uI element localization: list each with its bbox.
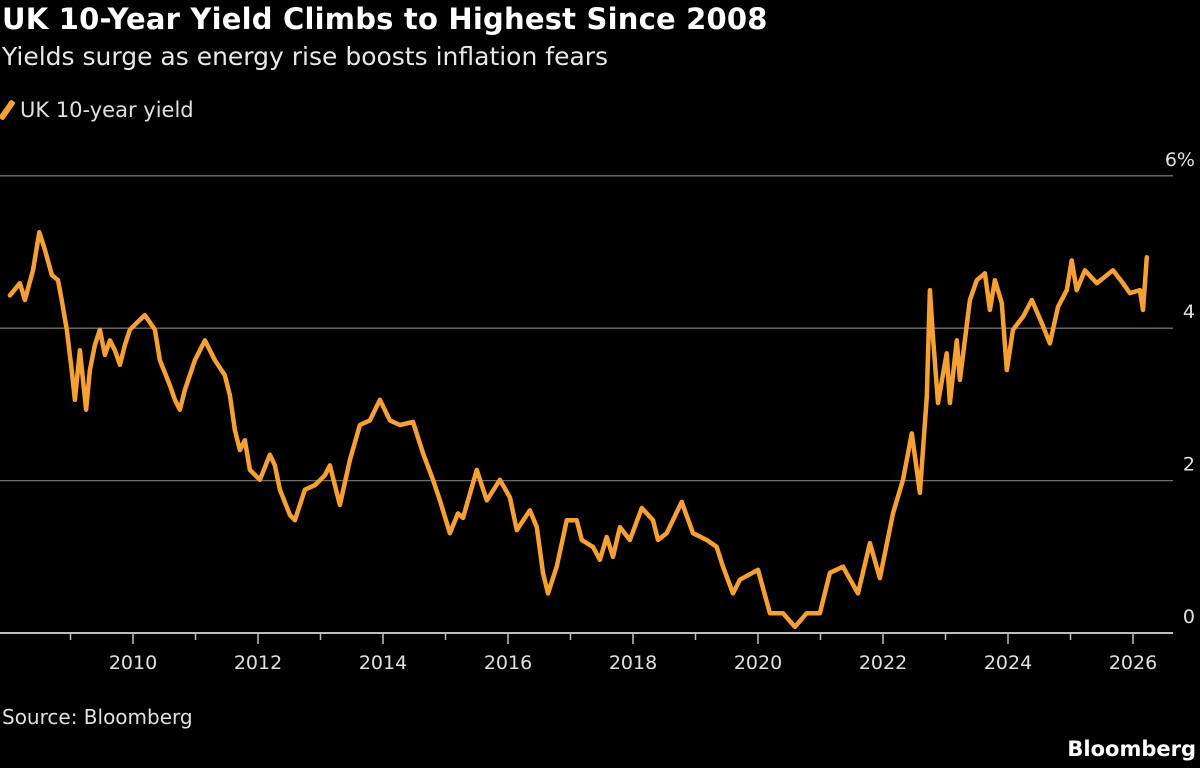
x-tick-label: 2010 [109,652,157,674]
x-tick-label: 2012 [234,652,282,674]
x-tick-label: 2022 [859,652,907,674]
x-tick-label: 2018 [609,652,657,674]
source-note: Source: Bloomberg [2,705,193,729]
legend-label: UK 10-year yield [20,98,194,122]
x-tick-label: 2020 [734,652,782,674]
x-tick-label: 2024 [984,652,1032,674]
bloomberg-logo: Bloomberg [1067,737,1196,761]
y-tick-label: 0 [1183,606,1195,628]
legend: UK 10-year yield [0,98,194,122]
y-tick-label: 2 [1183,454,1195,476]
x-tick-label: 2016 [484,652,532,674]
x-tick-label: 2014 [359,652,407,674]
y-tick-label: 6% [1165,149,1195,171]
x-tick-label: 2026 [1109,652,1157,674]
series-line-uk-10-year-yield [7,229,1150,630]
chart-title: UK 10-Year Yield Climbs to Highest Since… [2,2,768,36]
chart-subtitle: Yields surge as energy rise boosts infla… [2,42,609,71]
y-tick-label: 4 [1183,301,1195,323]
